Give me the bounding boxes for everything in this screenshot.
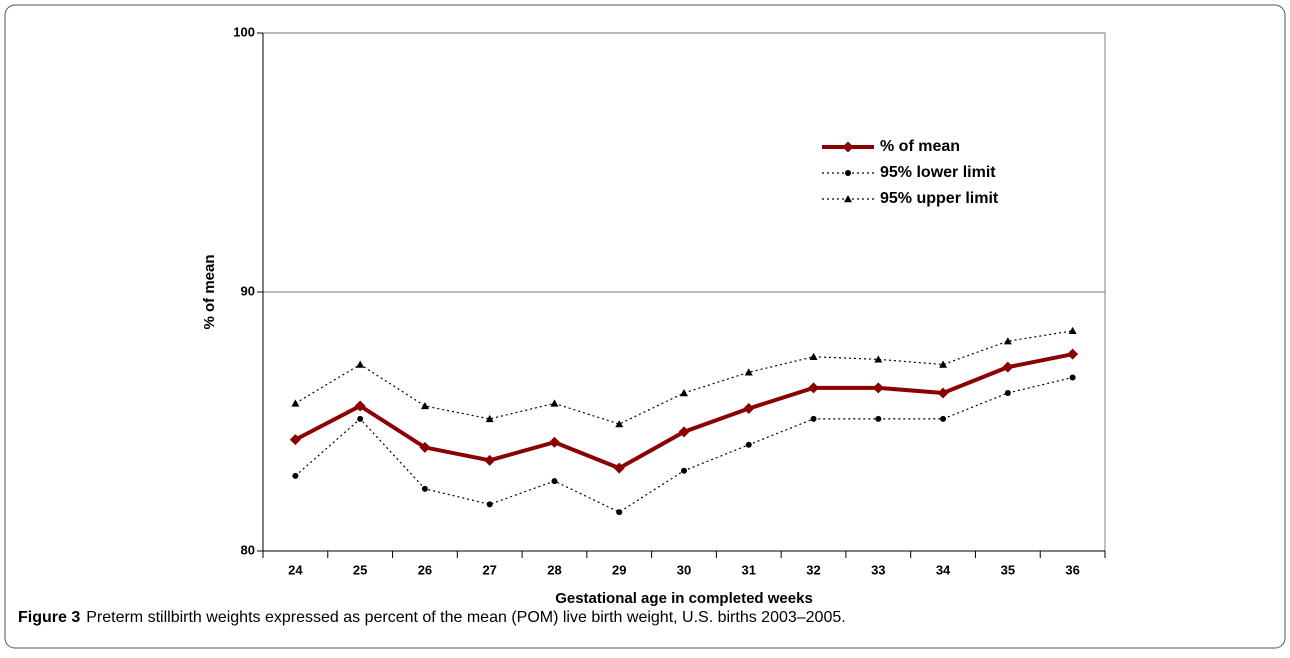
marker bbox=[420, 401, 429, 410]
marker bbox=[419, 441, 431, 453]
marker bbox=[484, 454, 496, 466]
caption-text: Preterm stillbirth weights expressed as … bbox=[86, 609, 845, 626]
marker bbox=[1004, 390, 1011, 397]
legend-marker bbox=[842, 141, 854, 153]
x-tick-label: 28 bbox=[547, 562, 561, 577]
marker bbox=[743, 403, 755, 415]
x-tick-label: 27 bbox=[482, 562, 496, 577]
marker bbox=[1002, 361, 1014, 373]
marker bbox=[937, 387, 949, 399]
legend-label: 95% upper limit bbox=[880, 190, 999, 207]
x-tick-label: 29 bbox=[612, 562, 626, 577]
x-tick-label: 30 bbox=[677, 562, 691, 577]
legend-marker bbox=[845, 170, 851, 176]
x-tick-label: 34 bbox=[936, 562, 951, 577]
marker bbox=[357, 415, 364, 422]
legend-label: 95% lower limit bbox=[880, 164, 996, 181]
marker bbox=[874, 355, 883, 363]
x-tick-label: 32 bbox=[806, 562, 820, 577]
marker bbox=[548, 436, 560, 448]
marker bbox=[615, 420, 624, 428]
marker bbox=[1003, 337, 1012, 345]
x-tick-label: 26 bbox=[418, 562, 432, 577]
y-tick-label: 80 bbox=[241, 542, 255, 557]
marker bbox=[616, 509, 623, 516]
marker bbox=[421, 485, 428, 492]
series-line bbox=[294, 376, 1073, 513]
marker bbox=[875, 415, 882, 422]
marker bbox=[810, 415, 817, 422]
y-tick-label: 90 bbox=[241, 283, 255, 298]
marker bbox=[809, 352, 818, 360]
y-tick-label: 100 bbox=[233, 24, 255, 39]
marker bbox=[289, 434, 301, 446]
series-line bbox=[295, 330, 1073, 425]
y-axis-title: % of mean bbox=[201, 254, 218, 329]
marker bbox=[681, 467, 687, 474]
marker bbox=[678, 426, 690, 438]
x-tick-label: 31 bbox=[742, 562, 756, 577]
marker bbox=[680, 389, 688, 397]
marker bbox=[872, 382, 884, 394]
x-axis-title: Gestational age in completed weeks bbox=[555, 590, 813, 607]
figure-border bbox=[4, 4, 1286, 649]
x-tick-label: 33 bbox=[871, 562, 885, 577]
x-tick-label: 36 bbox=[1065, 562, 1079, 577]
x-tick-label: 24 bbox=[288, 562, 303, 577]
marker bbox=[551, 478, 558, 485]
marker bbox=[613, 462, 625, 474]
legend-marker bbox=[844, 195, 852, 203]
marker bbox=[486, 501, 493, 508]
caption: Figure 3 Preterm stillbirth weights expre… bbox=[18, 609, 846, 626]
marker bbox=[291, 399, 300, 407]
figure-label: Figure 3 bbox=[18, 609, 80, 626]
marker bbox=[745, 441, 752, 448]
marker bbox=[808, 382, 820, 394]
series-line bbox=[294, 352, 1074, 471]
marker bbox=[939, 360, 948, 368]
x-tick-label: 25 bbox=[353, 562, 367, 577]
marker bbox=[744, 368, 753, 376]
marker bbox=[356, 360, 365, 368]
legend-label: % of mean bbox=[880, 138, 960, 155]
marker bbox=[292, 472, 299, 479]
marker bbox=[940, 415, 947, 422]
marker bbox=[1068, 326, 1077, 335]
marker bbox=[354, 400, 366, 412]
marker bbox=[550, 399, 559, 407]
marker bbox=[1067, 348, 1079, 360]
marker bbox=[485, 414, 494, 423]
x-tick-label: 35 bbox=[1001, 562, 1015, 577]
marker bbox=[1069, 374, 1076, 381]
